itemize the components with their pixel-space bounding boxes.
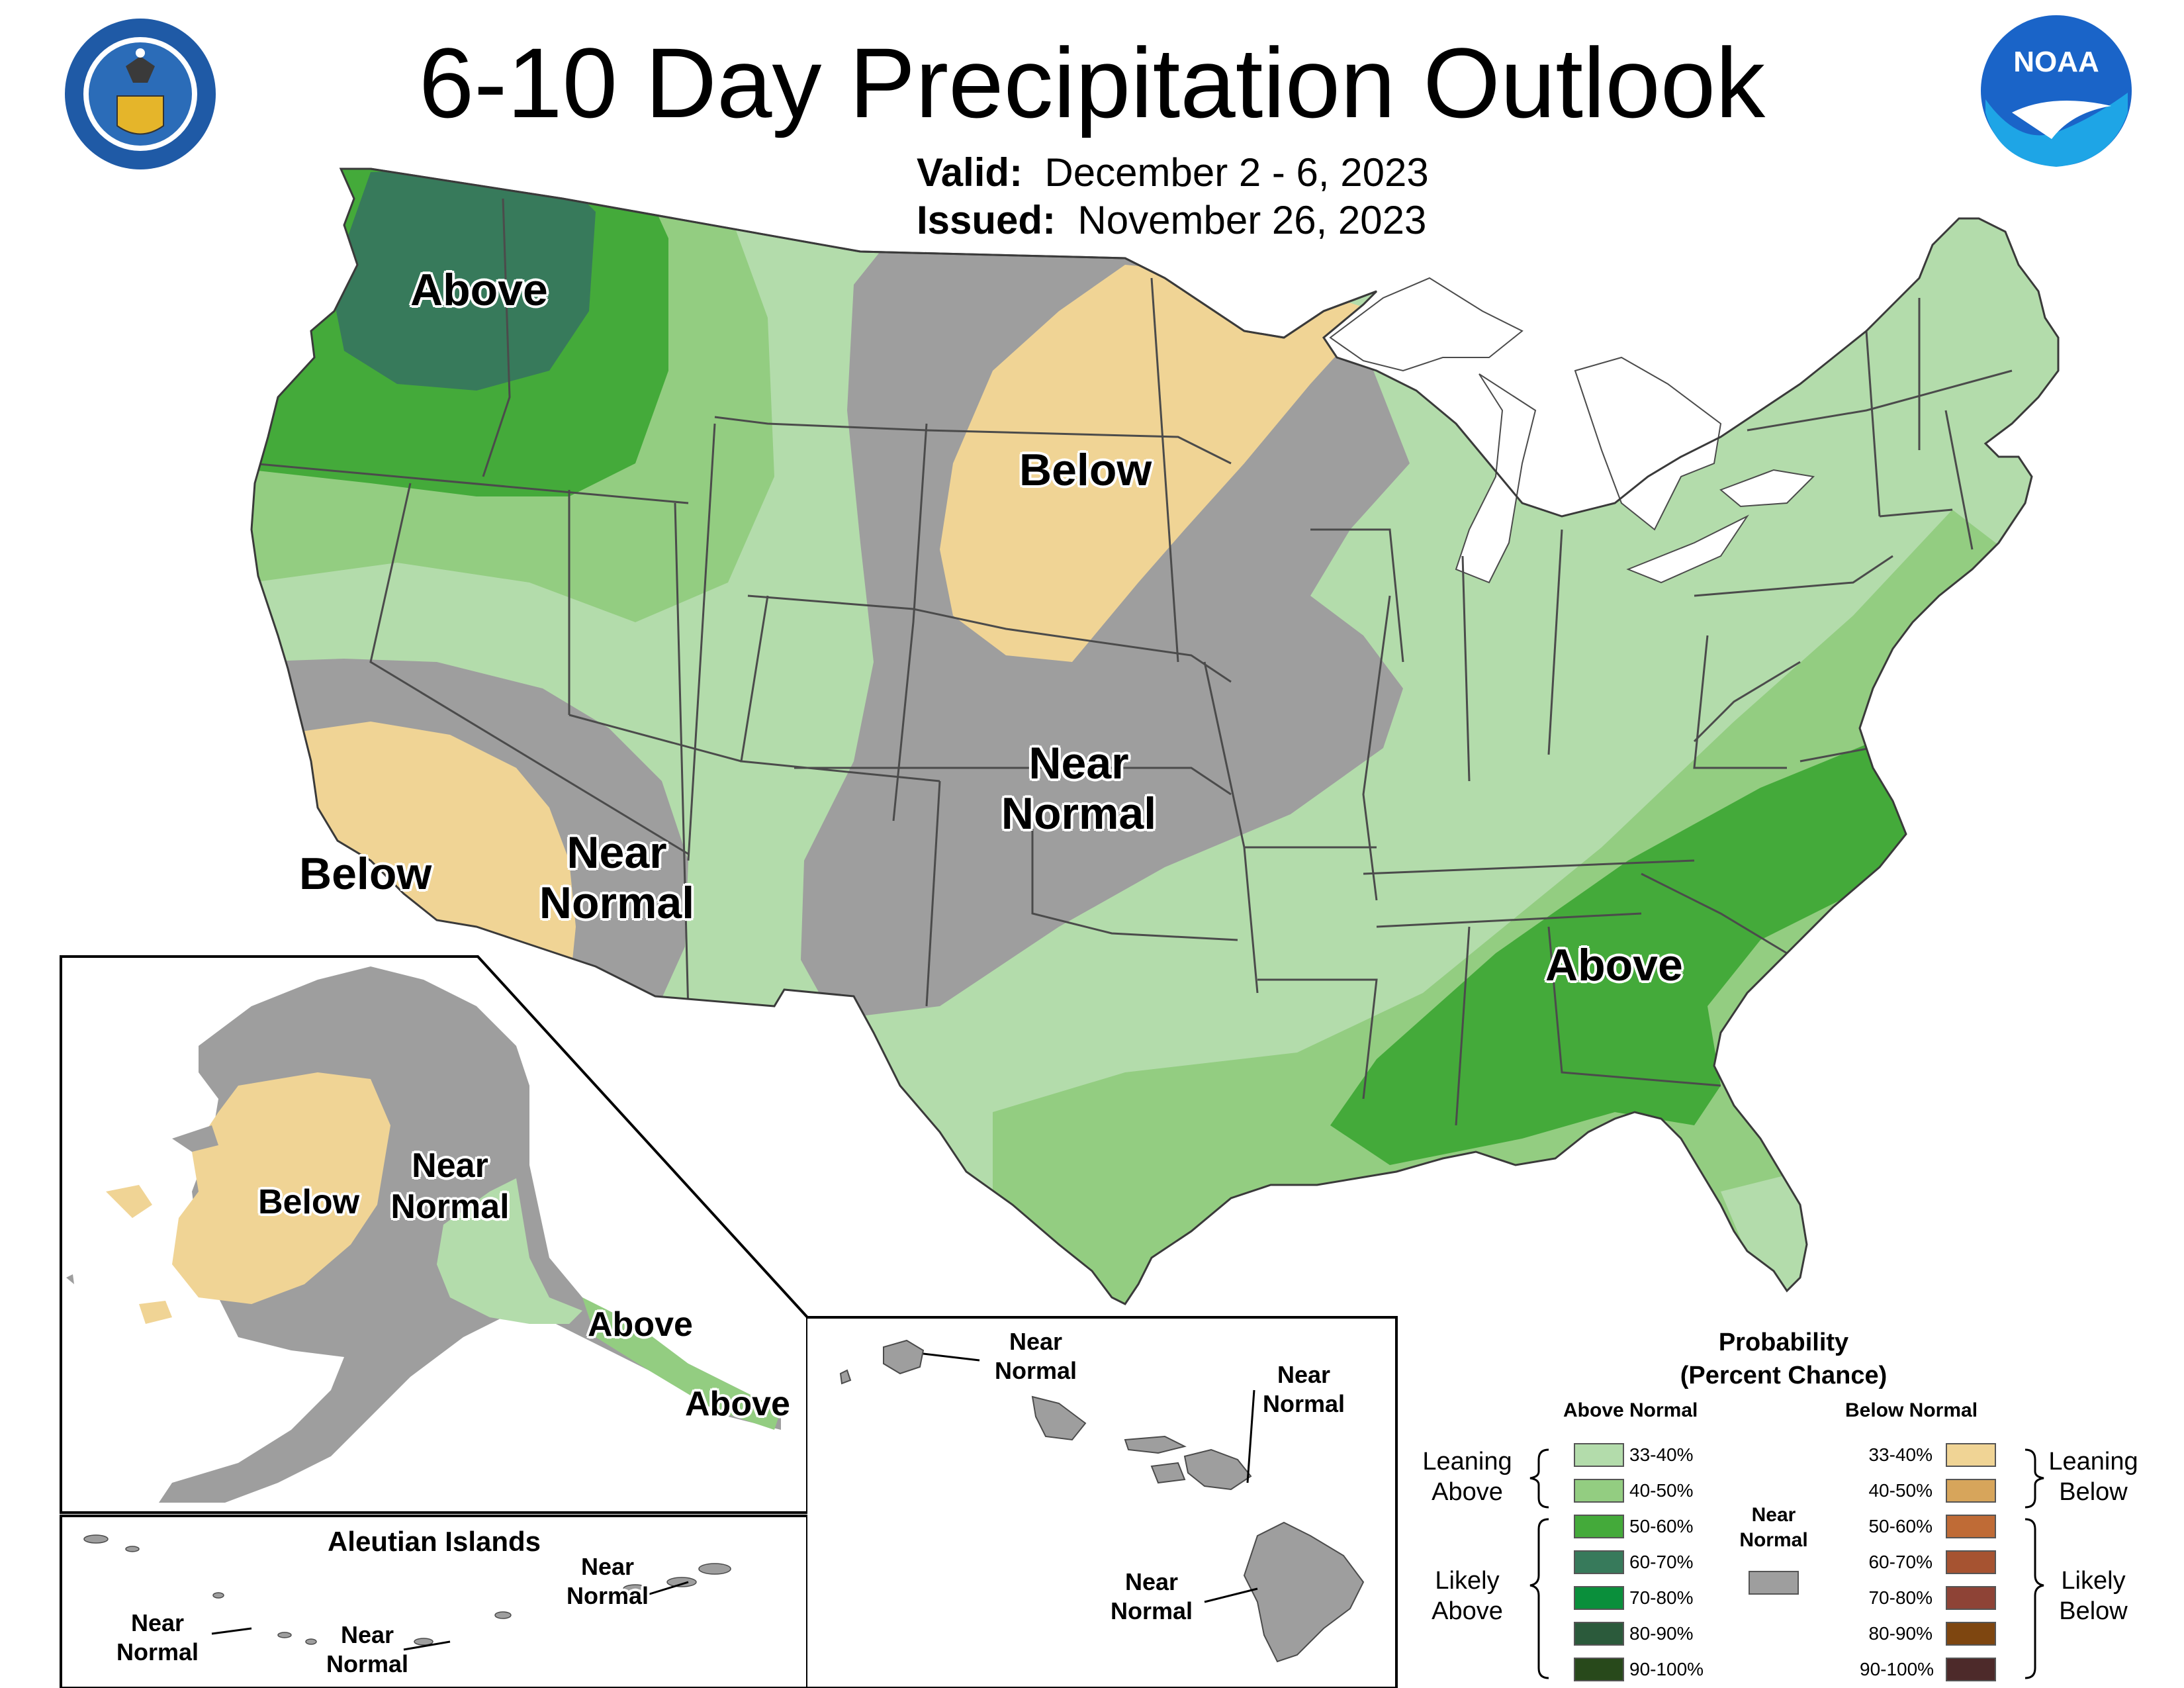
legend-below-swatch-3 [1946,1550,1996,1574]
issued-value: November 26, 2023 [1077,198,1427,242]
legend-braces [1529,1448,2044,1679]
legend: Probability (Percent Chance) Above Norma… [1403,1321,2184,1688]
legend-above-swatch-1 [1574,1479,1624,1503]
legend-above-range-4: 70-80% [1629,1587,1694,1608]
legend-below-range-0: 33-40% [1868,1444,1933,1465]
issued-label: Issued: [917,198,1056,242]
legend-above-swatch-5 [1574,1622,1624,1646]
label-california: Below [299,849,432,899]
legend-below-swatch-4 [1946,1586,1996,1610]
legend-above-range-0: 33-40% [1629,1444,1694,1465]
legend-leaning-below: Leaning Below [2048,1448,2138,1506]
hawaii-label-kauai: Near Normal [994,1328,1077,1384]
label-northwest: Above [410,265,548,315]
legend-below-swatch-2 [1946,1515,1996,1538]
label-southwest: Near Normal [539,827,695,928]
issued-line: Issued: November 26, 2023 [917,197,1426,244]
legend-below-range-4: 70-80% [1868,1587,1933,1608]
noaa-logo-icon: NOAA [1981,15,2132,167]
legend-above-range-5: 80-90% [1629,1623,1694,1644]
legend-below-header: Below Normal [1845,1399,1978,1421]
hawaii-islands [839,1339,1365,1663]
valid-label: Valid: [917,150,1023,195]
hawaii-label-big-island: Near Normal [1110,1568,1193,1624]
legend-likely-above: Likely Above [1432,1567,1503,1625]
legend-above-swatch-2 [1574,1515,1624,1538]
page-title: 6-10 Day Precipitation Outlook [418,27,1766,138]
legend-above-range-3: 60-70% [1629,1552,1694,1572]
valid-value: December 2 - 6, 2023 [1044,150,1429,195]
legend-title: Probability (Percent Chance) [1680,1329,1888,1389]
legend-below-swatch-0 [1946,1443,1996,1467]
legend-near-normal-swatch [1749,1571,1799,1595]
hawaii-label-maui: Near Normal [1262,1361,1345,1417]
conus-boundaries [251,198,2013,1126]
hawaii-inset-frame [807,1316,1398,1688]
legend-below-range-2: 50-60% [1868,1516,1933,1536]
alaska-label-southeast-1: Above [588,1305,693,1344]
legend-likely-below: Likely Below [2059,1567,2128,1625]
aleutian-label-central: Near Normal [326,1621,409,1677]
noaa-text: NOAA [2013,46,2099,78]
aleutian-islands [83,1534,731,1646]
alaska-label-west: Below [258,1183,360,1221]
legend-below-swatch-6 [1946,1658,1996,1681]
legend-below-range-1: 40-50% [1868,1480,1933,1501]
legend-leaning-above: Leaning Above [1422,1448,1512,1506]
label-plains: Near Normal [1001,738,1157,839]
valid-line: Valid: December 2 - 6, 2023 [917,149,1429,197]
legend-below-range-5: 80-90% [1868,1623,1933,1644]
legend-above-swatch-0 [1574,1443,1624,1467]
aleutian-label-west: Near Normal [116,1609,199,1665]
legend-above-swatch-6 [1574,1658,1624,1681]
legend-above-range-1: 40-50% [1629,1480,1694,1501]
legend-below-range-6: 90-100% [1860,1659,1934,1679]
legend-above-header: Above Normal [1563,1399,1698,1421]
great-lakes [1329,277,1815,584]
legend-near-normal-label: Near Normal [1739,1504,1808,1551]
commerce-seal-icon [65,19,216,169]
alaska-label-central: Near Normal [390,1147,510,1226]
aleutian-label-east: Near Normal [566,1553,649,1609]
alaska-shading [66,966,781,1503]
label-north-central: Below [1019,445,1152,495]
legend-below-swatch-5 [1946,1622,1996,1646]
legend-above-range-2: 50-60% [1629,1516,1694,1536]
legend-below-range-3: 60-70% [1868,1552,1933,1572]
legend-above-swatch-4 [1574,1586,1624,1610]
legend-below-swatch-1 [1946,1479,1996,1503]
label-southeast: Above [1545,940,1683,990]
aleutian-title: Aleutian Islands [327,1526,541,1557]
legend-above-range-6: 90-100% [1629,1659,1704,1679]
alaska-label-southeast-2: Above [685,1385,790,1423]
legend-above-swatch-3 [1574,1550,1624,1574]
